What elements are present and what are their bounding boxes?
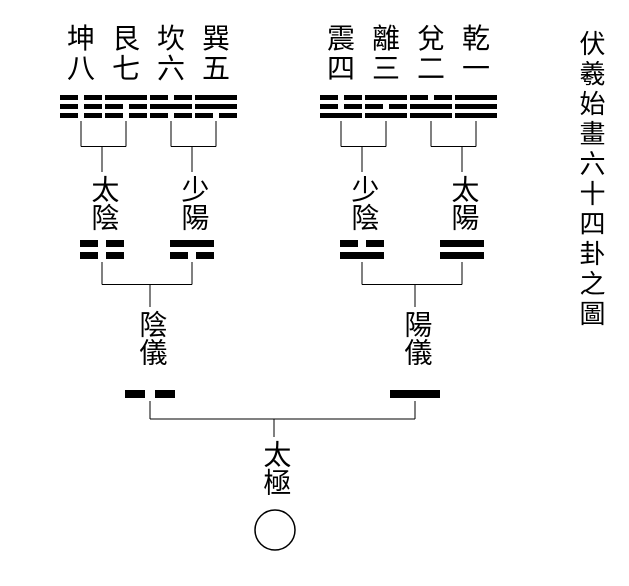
trigram-坤 <box>60 95 102 118</box>
taiji-circle <box>255 510 295 550</box>
trigram-乾 <box>455 95 497 118</box>
trigram-震 <box>320 95 362 118</box>
trigram-坎 <box>150 95 192 118</box>
bigram-0 <box>440 240 484 259</box>
trigram-艮 <box>105 95 147 118</box>
trigram-離 <box>365 95 407 118</box>
bigram-1 <box>340 240 384 259</box>
bagua-tree-svg <box>0 0 629 586</box>
monogram-0 <box>390 390 440 398</box>
bigram-3 <box>80 240 124 259</box>
trigram-兌 <box>410 95 452 118</box>
bigram-2 <box>170 240 214 259</box>
monogram-1 <box>125 390 175 398</box>
trigram-巽 <box>195 95 237 118</box>
